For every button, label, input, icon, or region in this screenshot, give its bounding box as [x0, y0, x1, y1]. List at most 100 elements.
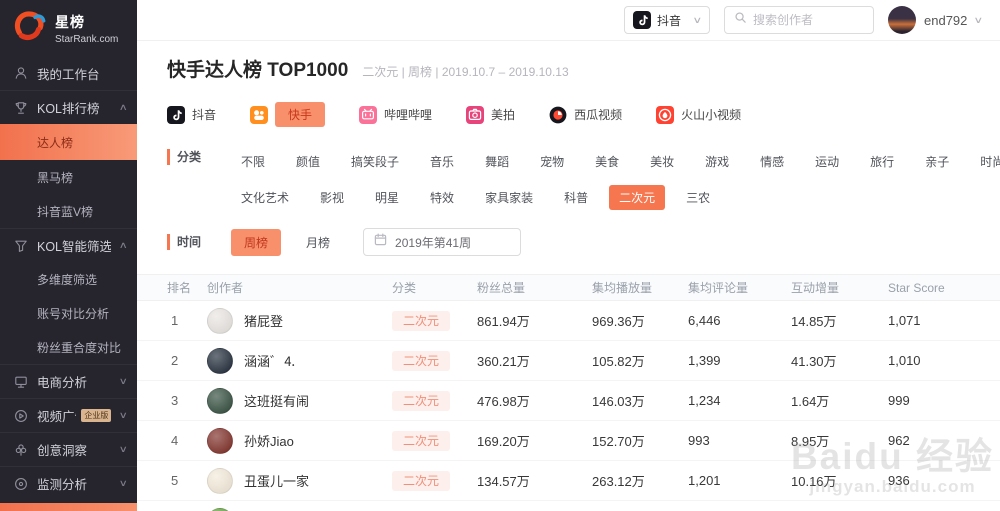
category-chip[interactable]: 影视 [320, 191, 345, 205]
category-chip[interactable]: 时尚 [980, 155, 1000, 169]
sidebar-subitem[interactable]: 账号对比分析 [37, 306, 110, 321]
xigua-icon [549, 106, 567, 124]
platform-tab[interactable]: 美拍 [466, 105, 515, 124]
platform-tab-label: 火山小视频 [681, 108, 742, 122]
sidebar-item-label: 电商分析 [37, 376, 88, 390]
filter-icon [14, 239, 28, 253]
table-row[interactable]: 5 丑蛋儿一家 二次元 134.57万 263.12万 1,201 10.16万 936 [137, 461, 1000, 501]
column-header: 集均评论量 [688, 281, 749, 295]
chevron-down-icon: ∨ [119, 444, 129, 454]
column-header: 互动增量 [791, 281, 840, 295]
category-tag: 二次元 [392, 351, 451, 371]
user-menu[interactable]: end792 ∨ [888, 6, 984, 34]
category-chip[interactable]: 情感 [760, 155, 785, 169]
sidebar-item[interactable]: 监测分析 ∨ [0, 466, 137, 500]
platform-tab[interactable]: 火山小视频 [656, 105, 742, 124]
star-score-cell: 999 [888, 393, 910, 408]
category-chip-row: 文化艺术 影视 明星 特效 家具家装 科普 二次元 三农 [231, 185, 1000, 210]
creator-cell[interactable]: 玩具小乐园 [207, 507, 392, 511]
sidebar-item-label: 视频广告投放 [37, 410, 76, 424]
category-chip[interactable]: 音乐 [430, 155, 455, 169]
enterprise-badge: 企业版 [81, 409, 112, 422]
sidebar-item[interactable]: KOL智能筛选 ∧ [0, 228, 137, 262]
platform-dropdown[interactable]: 抖音 ∨ [624, 6, 711, 34]
sidebar-item[interactable]: 视频广告投放企业版 ∨ [0, 398, 137, 432]
creator-cell[interactable]: 猪屁登 [207, 307, 392, 334]
platform-tab[interactable]: 抖音 [167, 105, 216, 124]
sidebar-subitem[interactable]: 达人榜 [0, 124, 137, 160]
category-chip[interactable]: 运动 [815, 155, 840, 169]
sidebar-item[interactable]: KOL排行榜 ∧ [0, 90, 137, 124]
user-icon [14, 66, 28, 80]
platform-tab-label: 哔哩哔哩 [384, 108, 433, 122]
rank-cell: 5 [171, 473, 179, 488]
fans-cell: 476.98万 [477, 394, 530, 409]
star-score-cell: 1,071 [888, 313, 921, 328]
sidebar-subitem[interactable]: 粉丝重合度对比 [37, 340, 122, 355]
search-input[interactable] [753, 13, 864, 27]
sidebar-subitem[interactable]: 抖音蓝V榜 [37, 204, 94, 219]
avg-comments-cell: 6,446 [688, 313, 721, 328]
avg-comments-cell: 1,234 [688, 393, 721, 408]
category-chip[interactable]: 旅行 [870, 155, 895, 169]
category-chip[interactable]: 宠物 [540, 155, 565, 169]
chevron-down-icon: ∨ [692, 14, 703, 25]
username: end792 [924, 12, 968, 28]
trophy-icon [14, 101, 28, 115]
category-chip[interactable]: 舞蹈 [485, 155, 510, 169]
category-chip[interactable]: 颜值 [296, 155, 321, 169]
category-chip[interactable]: 特效 [430, 191, 455, 205]
category-chip[interactable]: 亲子 [925, 155, 950, 169]
platform-tab[interactable]: 西瓜视频 [549, 106, 622, 124]
sidebar-bottom-strip [0, 503, 137, 511]
tag-cell: 二次元 [392, 351, 477, 371]
table-row[interactable]: 1 猪屁登 二次元 861.94万 969.36万 6,446 14.85万 1,071 [137, 301, 1000, 341]
logo[interactable]: 星榜 StarRank.com [0, 0, 137, 56]
page-subtitle: 二次元 | 周榜 | 2019.10.7 – 2019.10.13 [362, 65, 569, 79]
table-row[interactable]: 3 这班挺有闹 二次元 476.98万 146.03万 1,234 1.64万 999 [137, 381, 1000, 421]
category-chip[interactable]: 搞笑段子 [351, 155, 400, 169]
category-chip[interactable]: 三农 [686, 191, 711, 205]
avg-comments-cell: 993 [688, 433, 710, 448]
sidebar-item[interactable]: 创意洞察 ∨ [0, 432, 137, 466]
platform-tab[interactable]: 哔哩哔哩 [359, 105, 433, 124]
table-row[interactable]: 4 孙娇Jiao 二次元 169.20万 152.70万 993 8.95万 962 [137, 421, 1000, 461]
rank-cell: 2 [171, 353, 179, 368]
interaction-growth-cell: 1.64万 [791, 394, 830, 409]
category-chip[interactable]: 文化艺术 [241, 191, 290, 205]
category-chip[interactable]: 二次元 [609, 185, 666, 210]
table-row[interactable]: 2 涵涵゛⒋ 二次元 360.21万 105.82万 1,399 41.30万 1,010 [137, 341, 1000, 381]
category-chip[interactable]: 美食 [595, 155, 620, 169]
fans-cell: 360.21万 [477, 354, 530, 369]
week-picker[interactable]: 2019年第41周 [363, 228, 522, 256]
category-tag: 二次元 [392, 311, 451, 331]
sidebar-item[interactable]: 电商分析 ∨ [0, 364, 137, 398]
creator-name: 丑蛋儿一家 [244, 474, 310, 489]
category-chip[interactable]: 游戏 [705, 155, 730, 169]
sidebar-subitem[interactable]: 黑马榜 [37, 170, 74, 185]
category-chip[interactable]: 家具家装 [485, 191, 534, 205]
time-tab[interactable]: 月榜 [306, 235, 331, 250]
platform-tab[interactable]: 快手 [250, 102, 326, 127]
creator-search[interactable] [724, 6, 875, 34]
creator-cell[interactable]: 丑蛋儿一家 [207, 467, 392, 494]
creator-cell[interactable]: 这班挺有闹 [207, 387, 392, 414]
douyin-icon [167, 105, 185, 124]
category-chip[interactable]: 科普 [564, 191, 589, 205]
monitor-icon [14, 375, 28, 389]
creator-name: 猪屁登 [244, 314, 284, 329]
sidebar-item-label: KOL智能筛选 [37, 240, 112, 254]
sidebar-subitem[interactable]: 多维度筛选 [37, 272, 98, 287]
category-chip[interactable]: 美妆 [650, 155, 675, 169]
time-tab[interactable]: 周榜 [231, 228, 282, 256]
logo-subtitle: StarRank.com [55, 34, 119, 45]
category-chip[interactable]: 不限 [241, 155, 266, 169]
creator-name: 孙娇Jiao [244, 434, 294, 449]
sidebar-item[interactable]: 我的工作台 [0, 56, 137, 90]
play-circle-icon [14, 409, 28, 423]
creator-cell[interactable]: 孙娇Jiao [207, 427, 392, 454]
creator-cell[interactable]: 涵涵゛⒋ [207, 347, 392, 374]
column-header: Star Score [888, 280, 945, 295]
table-row[interactable]: 6玩具小乐园二次元205.96万14.24万2573.04万923 [137, 501, 1000, 511]
category-chip[interactable]: 明星 [375, 191, 400, 205]
